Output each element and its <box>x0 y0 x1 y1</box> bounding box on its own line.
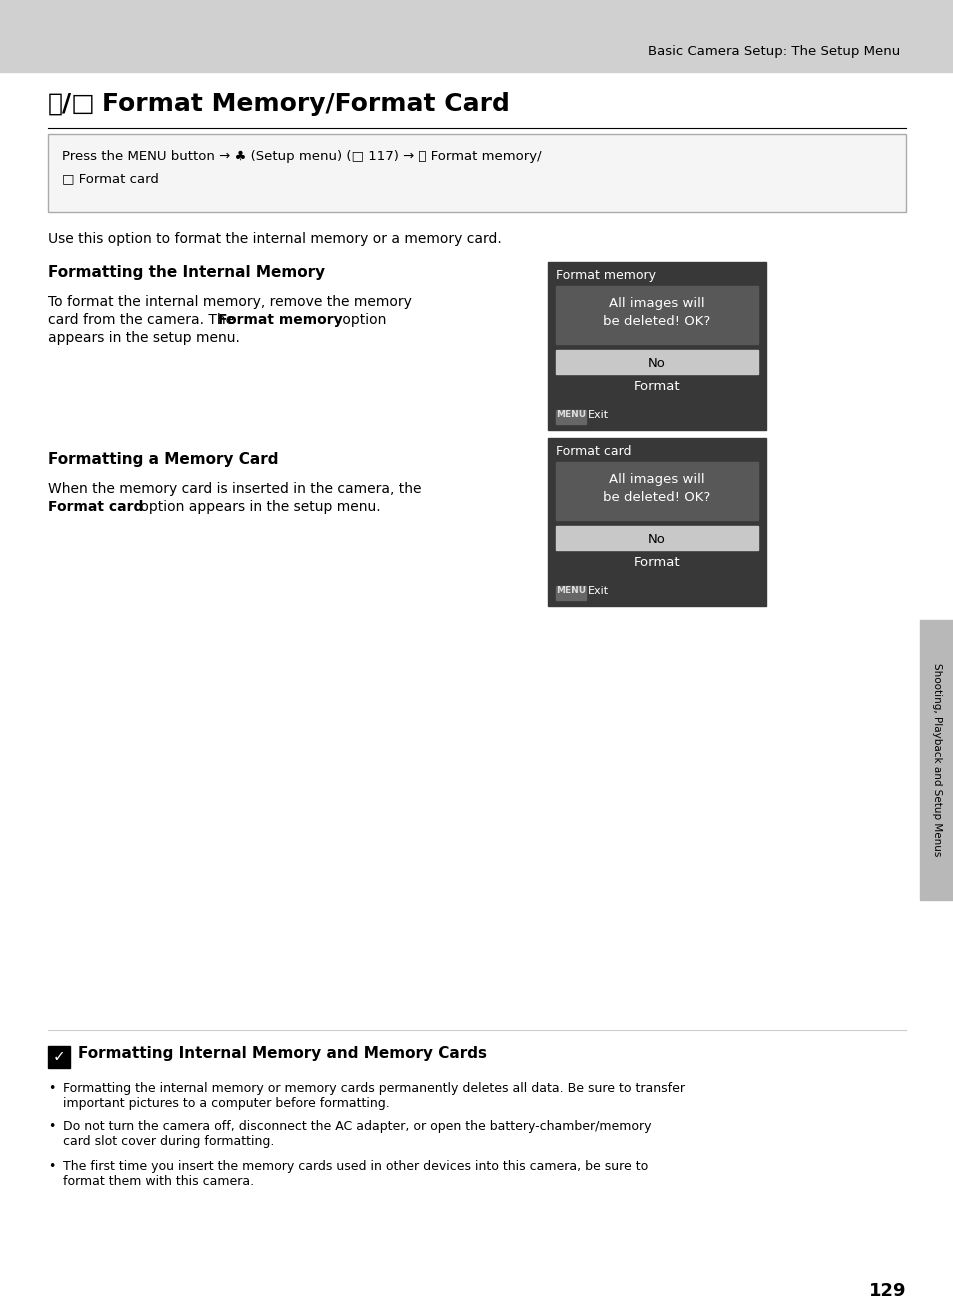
Bar <box>556 286 758 344</box>
Text: Format card: Format card <box>556 445 631 459</box>
Text: ⧄/□: ⧄/□ <box>48 92 95 116</box>
Text: Shooting, Playback and Setup Menus: Shooting, Playback and Setup Menus <box>931 664 941 857</box>
Text: be deleted! OK?: be deleted! OK? <box>602 491 710 505</box>
Text: Exit: Exit <box>587 410 608 420</box>
Bar <box>919 620 953 900</box>
Text: MENU: MENU <box>556 586 585 595</box>
Text: format them with this camera.: format them with this camera. <box>63 1175 253 1188</box>
Text: appears in the setup menu.: appears in the setup menu. <box>48 331 239 346</box>
Text: Use this option to format the internal memory or a memory card.: Use this option to format the internal m… <box>48 233 501 246</box>
Text: ✓: ✓ <box>52 1050 66 1064</box>
Text: card from the camera. The: card from the camera. The <box>48 313 238 327</box>
Text: option appears in the setup menu.: option appears in the setup menu. <box>136 501 380 514</box>
Text: Format: Format <box>633 380 679 393</box>
Text: Format memory: Format memory <box>218 313 342 327</box>
Text: important pictures to a computer before formatting.: important pictures to a computer before … <box>63 1097 390 1110</box>
Text: •: • <box>48 1120 55 1133</box>
Bar <box>48 1046 70 1068</box>
Text: Formatting the Internal Memory: Formatting the Internal Memory <box>48 265 325 280</box>
Text: All images will: All images will <box>609 473 704 486</box>
Text: Format card: Format card <box>48 501 143 514</box>
Text: Basic Camera Setup: The Setup Menu: Basic Camera Setup: The Setup Menu <box>647 46 899 59</box>
Bar <box>0 0 953 72</box>
Text: When the memory card is inserted in the camera, the: When the memory card is inserted in the … <box>48 482 421 495</box>
Text: Formatting the internal memory or memory cards permanently deletes all data. Be : Formatting the internal memory or memory… <box>63 1081 684 1095</box>
Text: Format memory: Format memory <box>556 269 656 283</box>
Text: □ Format card: □ Format card <box>62 172 159 185</box>
Text: card slot cover during formatting.: card slot cover during formatting. <box>63 1135 274 1148</box>
Text: Format: Format <box>633 556 679 569</box>
Text: Exit: Exit <box>587 586 608 597</box>
Text: No: No <box>647 533 665 547</box>
Text: Format Memory/Format Card: Format Memory/Format Card <box>102 92 509 116</box>
Text: Press the MENU button → ♣ (Setup menu) (□ 117) → ⧄ Format memory/: Press the MENU button → ♣ (Setup menu) (… <box>62 150 541 163</box>
Bar <box>547 261 765 430</box>
Text: 129: 129 <box>867 1282 905 1300</box>
Bar <box>556 410 585 424</box>
Text: be deleted! OK?: be deleted! OK? <box>602 315 710 328</box>
Text: To format the internal memory, remove the memory: To format the internal memory, remove th… <box>48 296 412 309</box>
Bar <box>556 586 585 600</box>
Text: MENU: MENU <box>556 410 585 419</box>
Text: Do not turn the camera off, disconnect the AC adapter, or open the battery-chamb: Do not turn the camera off, disconnect t… <box>63 1120 651 1133</box>
Text: option: option <box>337 313 386 327</box>
Text: The first time you insert the memory cards used in other devices into this camer: The first time you insert the memory car… <box>63 1160 648 1173</box>
Bar <box>556 526 758 551</box>
Bar <box>48 134 905 212</box>
Bar <box>547 438 765 606</box>
Text: •: • <box>48 1160 55 1173</box>
Text: •: • <box>48 1081 55 1095</box>
Text: Formatting Internal Memory and Memory Cards: Formatting Internal Memory and Memory Ca… <box>78 1046 486 1060</box>
Text: All images will: All images will <box>609 297 704 310</box>
Bar <box>556 463 758 520</box>
Text: Formatting a Memory Card: Formatting a Memory Card <box>48 452 278 466</box>
Bar <box>556 350 758 374</box>
Text: No: No <box>647 357 665 371</box>
